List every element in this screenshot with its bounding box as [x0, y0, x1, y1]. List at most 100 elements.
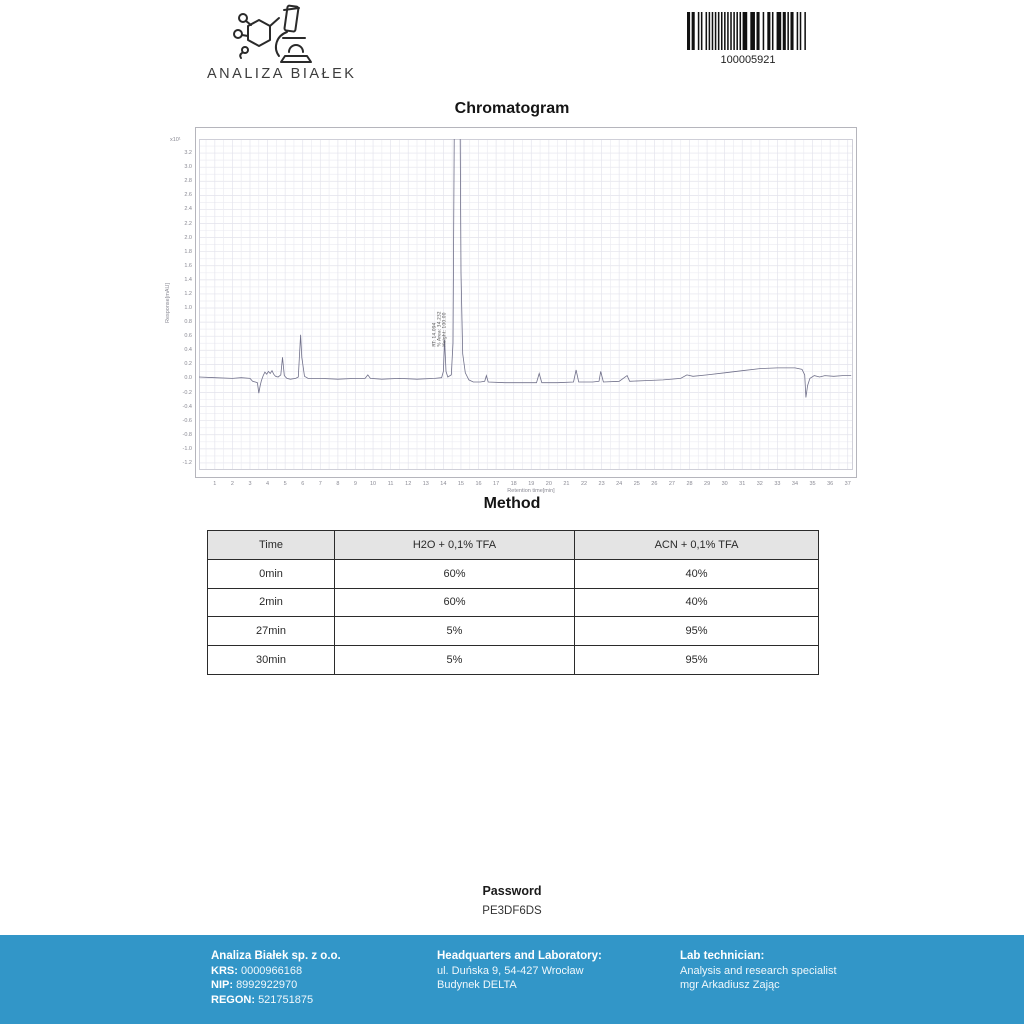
x-tick-label: 12 — [405, 481, 412, 487]
chromatogram-title: Chromatogram — [454, 100, 570, 117]
x-tick-label: 26 — [651, 481, 658, 487]
y-tick-label: 3.0 — [184, 164, 192, 171]
y-tick-label: 1.6 — [184, 262, 192, 269]
method-table-cell: 40% — [574, 558, 819, 589]
company-regon: REGON: 521751875 — [211, 993, 314, 1006]
x-tick-label: 5 — [283, 481, 287, 487]
logo-text: ANALIZA BIAŁEK — [207, 66, 357, 82]
method-table-cell: 60% — [334, 558, 575, 589]
x-tick-label: 7 — [318, 481, 322, 487]
x-tick-label: 31 — [739, 481, 746, 487]
method-table-cell: 5% — [334, 645, 575, 675]
barcode-number: 100005921 — [720, 54, 776, 66]
x-tick-label: 22 — [580, 481, 588, 487]
molecule-microscope-icon — [233, 4, 312, 63]
y-tick-label: 0.2 — [184, 361, 192, 368]
y-tick-label: 3.2 — [184, 150, 192, 157]
y-tick-label: 0.6 — [184, 333, 192, 340]
x-tick-label: 1 — [213, 481, 217, 487]
company-krs: KRS: 0000966168 — [211, 964, 303, 977]
method-table-cell: 2min — [207, 587, 335, 618]
y-tick-label: -0.4 — [182, 403, 192, 410]
method-table-cell: 0min — [207, 558, 335, 589]
footer: Analiza Białek sp. z o.o. KRS: 000096616… — [0, 935, 1024, 1024]
y-tick-label: -0.8 — [182, 431, 192, 438]
x-tick-label: 4 — [266, 481, 270, 487]
method-table-row: 27min 5% 95% — [207, 616, 819, 647]
x-tick-label: 10 — [369, 481, 377, 487]
x-tick-label: 9 — [353, 481, 357, 487]
chromatogram-plot: RT: 14.094% Area: 34.232 Height: 100.00 — [199, 139, 853, 470]
x-tick-label: 32 — [756, 481, 763, 487]
method-table: Time H2O + 0,1% TFA ACN + 0,1% TFA 0min 60%… — [207, 530, 819, 675]
x-tick-label: 27 — [668, 481, 675, 487]
chromatogram-chart — [195, 127, 857, 478]
method-table-cell: 95% — [574, 616, 819, 647]
method-table-cell: 95% — [574, 645, 819, 675]
headquarters-title: Headquarters and Laboratory: — [437, 950, 602, 962]
company-name: Analiza Białek sp. z o.o. — [211, 950, 341, 962]
x-tick-label: 37 — [844, 481, 851, 487]
y-tick-label: 2.8 — [184, 178, 192, 185]
x-tick-label: 29 — [704, 481, 711, 487]
y-tick-label: 1.8 — [184, 248, 192, 255]
y-tick-label: 1.2 — [184, 290, 192, 297]
technician-name: mgr Arkadiusz Zając — [680, 979, 780, 991]
peak-annotation: RT: 14.094 — [432, 322, 438, 346]
barcode: 100005921 — [687, 12, 809, 66]
company-nip: NIP: 8992922970 — [211, 979, 298, 991]
method-table-cell: 40% — [574, 587, 819, 618]
y-tick-label: -0.2 — [182, 389, 192, 396]
x-tick-label: 8 — [336, 481, 340, 487]
x-tick-label: 3 — [248, 481, 252, 487]
peak-annotation: Height: 100.00 — [442, 312, 448, 346]
x-tick-label: 33 — [774, 481, 781, 487]
x-tick-label: 21 — [563, 481, 570, 487]
x-tick-label: 2 — [230, 481, 234, 487]
peak-annotation: % Area: 34.232 — [437, 311, 443, 347]
x-tick-label: 30 — [721, 481, 728, 487]
password-label: Password — [482, 884, 542, 898]
footer-technician-block: Lab technician: Analysis and research sp… — [680, 949, 837, 993]
method-table-cell: 60% — [334, 587, 575, 618]
x-tick-label: 18 — [510, 481, 517, 487]
method-table-row: 0min 60% 40% — [207, 558, 819, 589]
footer-headquarters-block: Headquarters and Laboratory: ul. Duńska … — [437, 949, 602, 993]
technician-role: Analysis and research specialist — [680, 964, 837, 977]
x-tick-label: 24 — [616, 481, 623, 487]
y-tick-label: 2.4 — [184, 206, 192, 213]
y-tick-label: 1.0 — [184, 305, 192, 312]
x-tick-label: 15 — [457, 481, 464, 487]
y-tick-label: -1.0 — [182, 445, 192, 452]
y-tick-label: 1.4 — [184, 276, 192, 283]
method-table-row: 2min 60% 40% — [207, 587, 819, 618]
method-table-header-row: Time H2O + 0,1% TFA ACN + 0,1% TFA — [207, 530, 819, 560]
y-tick-label: 2.2 — [184, 220, 192, 227]
y-tick-label: 2.6 — [184, 192, 192, 199]
x-tick-label: 35 — [809, 481, 816, 487]
x-tick-label: 19 — [528, 481, 535, 487]
y-tick-label: -0.6 — [182, 417, 192, 424]
y-axis-label: Response[mAU] — [165, 282, 171, 324]
method-table-cell: 30min — [207, 645, 335, 675]
method-column-header: ACN + 0,1% TFA — [574, 530, 819, 560]
method-title: Method — [483, 495, 541, 512]
signal-line — [199, 139, 852, 398]
x-tick-label: 17 — [493, 481, 500, 487]
x-axis-label: Retention time[min] — [507, 488, 555, 494]
barcode-image — [687, 12, 806, 50]
y-tick-label: 0.0 — [184, 375, 192, 382]
method-table-cell: 27min — [207, 616, 335, 647]
method-table-cell: 5% — [334, 616, 575, 647]
y-tick-label: 0.8 — [184, 319, 192, 326]
x-tick-label: 11 — [387, 481, 394, 487]
x-tick-label: 28 — [686, 481, 693, 487]
headquarters-building: Budynek DELTA — [437, 979, 517, 991]
technician-title: Lab technician: — [680, 950, 765, 962]
logo: ANALIZA BIAŁEK — [207, 2, 357, 82]
x-tick-label: 34 — [791, 481, 799, 487]
y-axis-unit-label: x10¹ — [170, 137, 181, 143]
password-value: PE3DF6DS — [482, 905, 542, 917]
x-tick-label: 20 — [545, 481, 552, 487]
